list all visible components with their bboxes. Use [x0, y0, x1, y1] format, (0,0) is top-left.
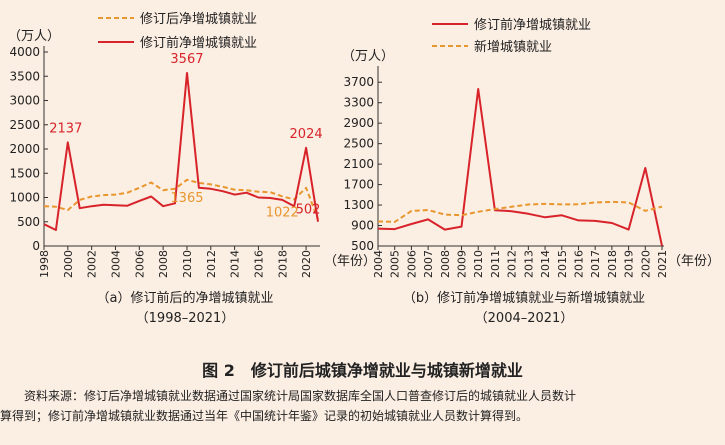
chart2-y-tick-label: 1700 [343, 178, 374, 192]
chart2-x-tick-label: 2014 [539, 250, 552, 278]
chart1-y-tick-label: 4000 [9, 45, 40, 59]
chart1-data-label: 3567 [170, 52, 203, 67]
chart2-y-tick-label: 2900 [343, 116, 374, 130]
chart1-data-label: 1365 [170, 191, 203, 206]
source-note: 资料来源：修订后净增城镇就业数据通过国家统计局国家数据库全国人口普查修订后的城镇… [0, 386, 722, 426]
chart2-x-tick-label: 2012 [506, 250, 519, 278]
chart1-y-tick-label: 2000 [9, 142, 40, 156]
chart1-y-axis-label: （万人） [8, 29, 60, 44]
chart2-legend-label-1: 修订前净增城镇就业 [474, 17, 591, 33]
chart1-x-tick-label: 2008 [157, 250, 170, 278]
chart1-x-tick-label: 2004 [109, 250, 122, 278]
chart1-x-tick-label: 2020 [300, 250, 313, 278]
chart2-period: （2004–2021） [475, 311, 574, 326]
chart2-series-line-1 [377, 88, 663, 247]
chart2-x-tick-label: 2008 [439, 250, 452, 278]
chart2-caption: （b）修订前净增城镇就业与新增城镇就业 [403, 290, 645, 306]
chart2-x-tick-label: 2007 [422, 250, 435, 278]
chart2-y-axis-label: （万人） [342, 49, 394, 64]
chart2-y-tick-label: 500 [351, 239, 374, 253]
chart2-y-tick-label: 2500 [343, 137, 374, 151]
chart2-x-tick-label: 2005 [389, 250, 402, 278]
chart2-y-tick-label: 900 [351, 219, 374, 233]
chart1-y-tick-label: 1000 [9, 191, 40, 205]
chart2-x-tick-label: 2009 [456, 250, 469, 278]
chart1-series-line-1 [43, 178, 319, 220]
chart2-x-tick-label: 2019 [623, 250, 636, 278]
chart2-x-tick-label: 2013 [522, 250, 535, 278]
chart1-y-tick-label: 3500 [9, 69, 40, 83]
chart1-legend-label-2: 修订前净增城镇就业 [140, 35, 257, 51]
chart2-y-tick-label: 3700 [343, 75, 374, 89]
chart1-series-line-2 [43, 72, 319, 231]
chart1-x-tick-label: 1998 [38, 250, 51, 278]
chart1-x-tick-label: 2006 [133, 250, 146, 278]
chart2-x-tick-label: 2021 [656, 250, 669, 278]
chart2-x-tick-label: 2004 [372, 250, 385, 278]
chart2-x-tick-label: 2006 [405, 250, 418, 278]
chart1-y-tick-label: 1500 [9, 166, 40, 180]
chart1-x-tick-label: 2002 [86, 250, 99, 278]
chart1-y-tick-label: 2500 [9, 118, 40, 132]
chart1-caption: （a）修订前后的净增城镇就业 [97, 290, 274, 306]
source-note-line-2: 算得到；修订前净增城镇就业数据通过当年《中国统计年鉴》记录的初始城镇就业人员数计… [0, 409, 529, 423]
chart1-x-tick-label: 2010 [181, 250, 194, 278]
chart1-x-tick-label: 2018 [276, 250, 289, 278]
chart2-x-tick-label: 2018 [606, 250, 619, 278]
chart1-y-tick-label: 0 [32, 239, 40, 253]
chart1-y-tick-label: 3000 [9, 94, 40, 108]
figure-title: 图 2 修订前后城镇净增就业与城镇新增就业 [202, 361, 523, 380]
chart1-x-tick-label: 2012 [205, 250, 218, 278]
chart2-y-tick-label: 2100 [343, 157, 374, 171]
chart1-x-tick-label: 2016 [252, 250, 265, 278]
chart1-period: （1998–2021） [136, 311, 235, 326]
chart1-data-label: 502 [296, 203, 321, 218]
chart2-x-tick-label: 2016 [572, 250, 585, 278]
chart1-x-tick-label: 2014 [229, 250, 242, 278]
chart2-x-tick-label: 2015 [556, 250, 569, 278]
chart1-data-label: 2024 [290, 127, 323, 142]
chart2-x-tick-label: 2010 [472, 250, 485, 278]
chart1-x-tick-label: 2000 [62, 250, 75, 278]
chart1-data-label: 1022 [266, 205, 299, 220]
chart2-legend-label-2: 新增城镇就业 [474, 39, 552, 55]
chart2-y-tick-label: 3300 [343, 96, 374, 110]
chart2-series-line-2 [377, 200, 663, 223]
source-note-line-1: 资料来源：修订后净增城镇就业数据通过国家统计局国家数据库全国人口普查修订后的城镇… [24, 389, 577, 403]
chart2-x-tick-label: 2020 [639, 250, 652, 278]
chart1-y-tick-label: 500 [17, 215, 40, 229]
chart1-legend-label-1: 修订后净增城镇就业 [140, 12, 257, 27]
figure-canvas: 0 500 1000 1500 2000 2500 3000 3500 4000 1998 2000… [8, 12, 720, 326]
chart2-y-tick-label: 1300 [343, 198, 374, 212]
chart1-data-label: 2137 [49, 121, 82, 136]
chart2-x-tick-label: 2017 [589, 250, 602, 278]
chart2-x-axis-label: （年份） [668, 254, 720, 269]
chart2-x-tick-label: 2011 [489, 250, 502, 278]
chart1-x-axis-label: （年份） [324, 254, 376, 269]
